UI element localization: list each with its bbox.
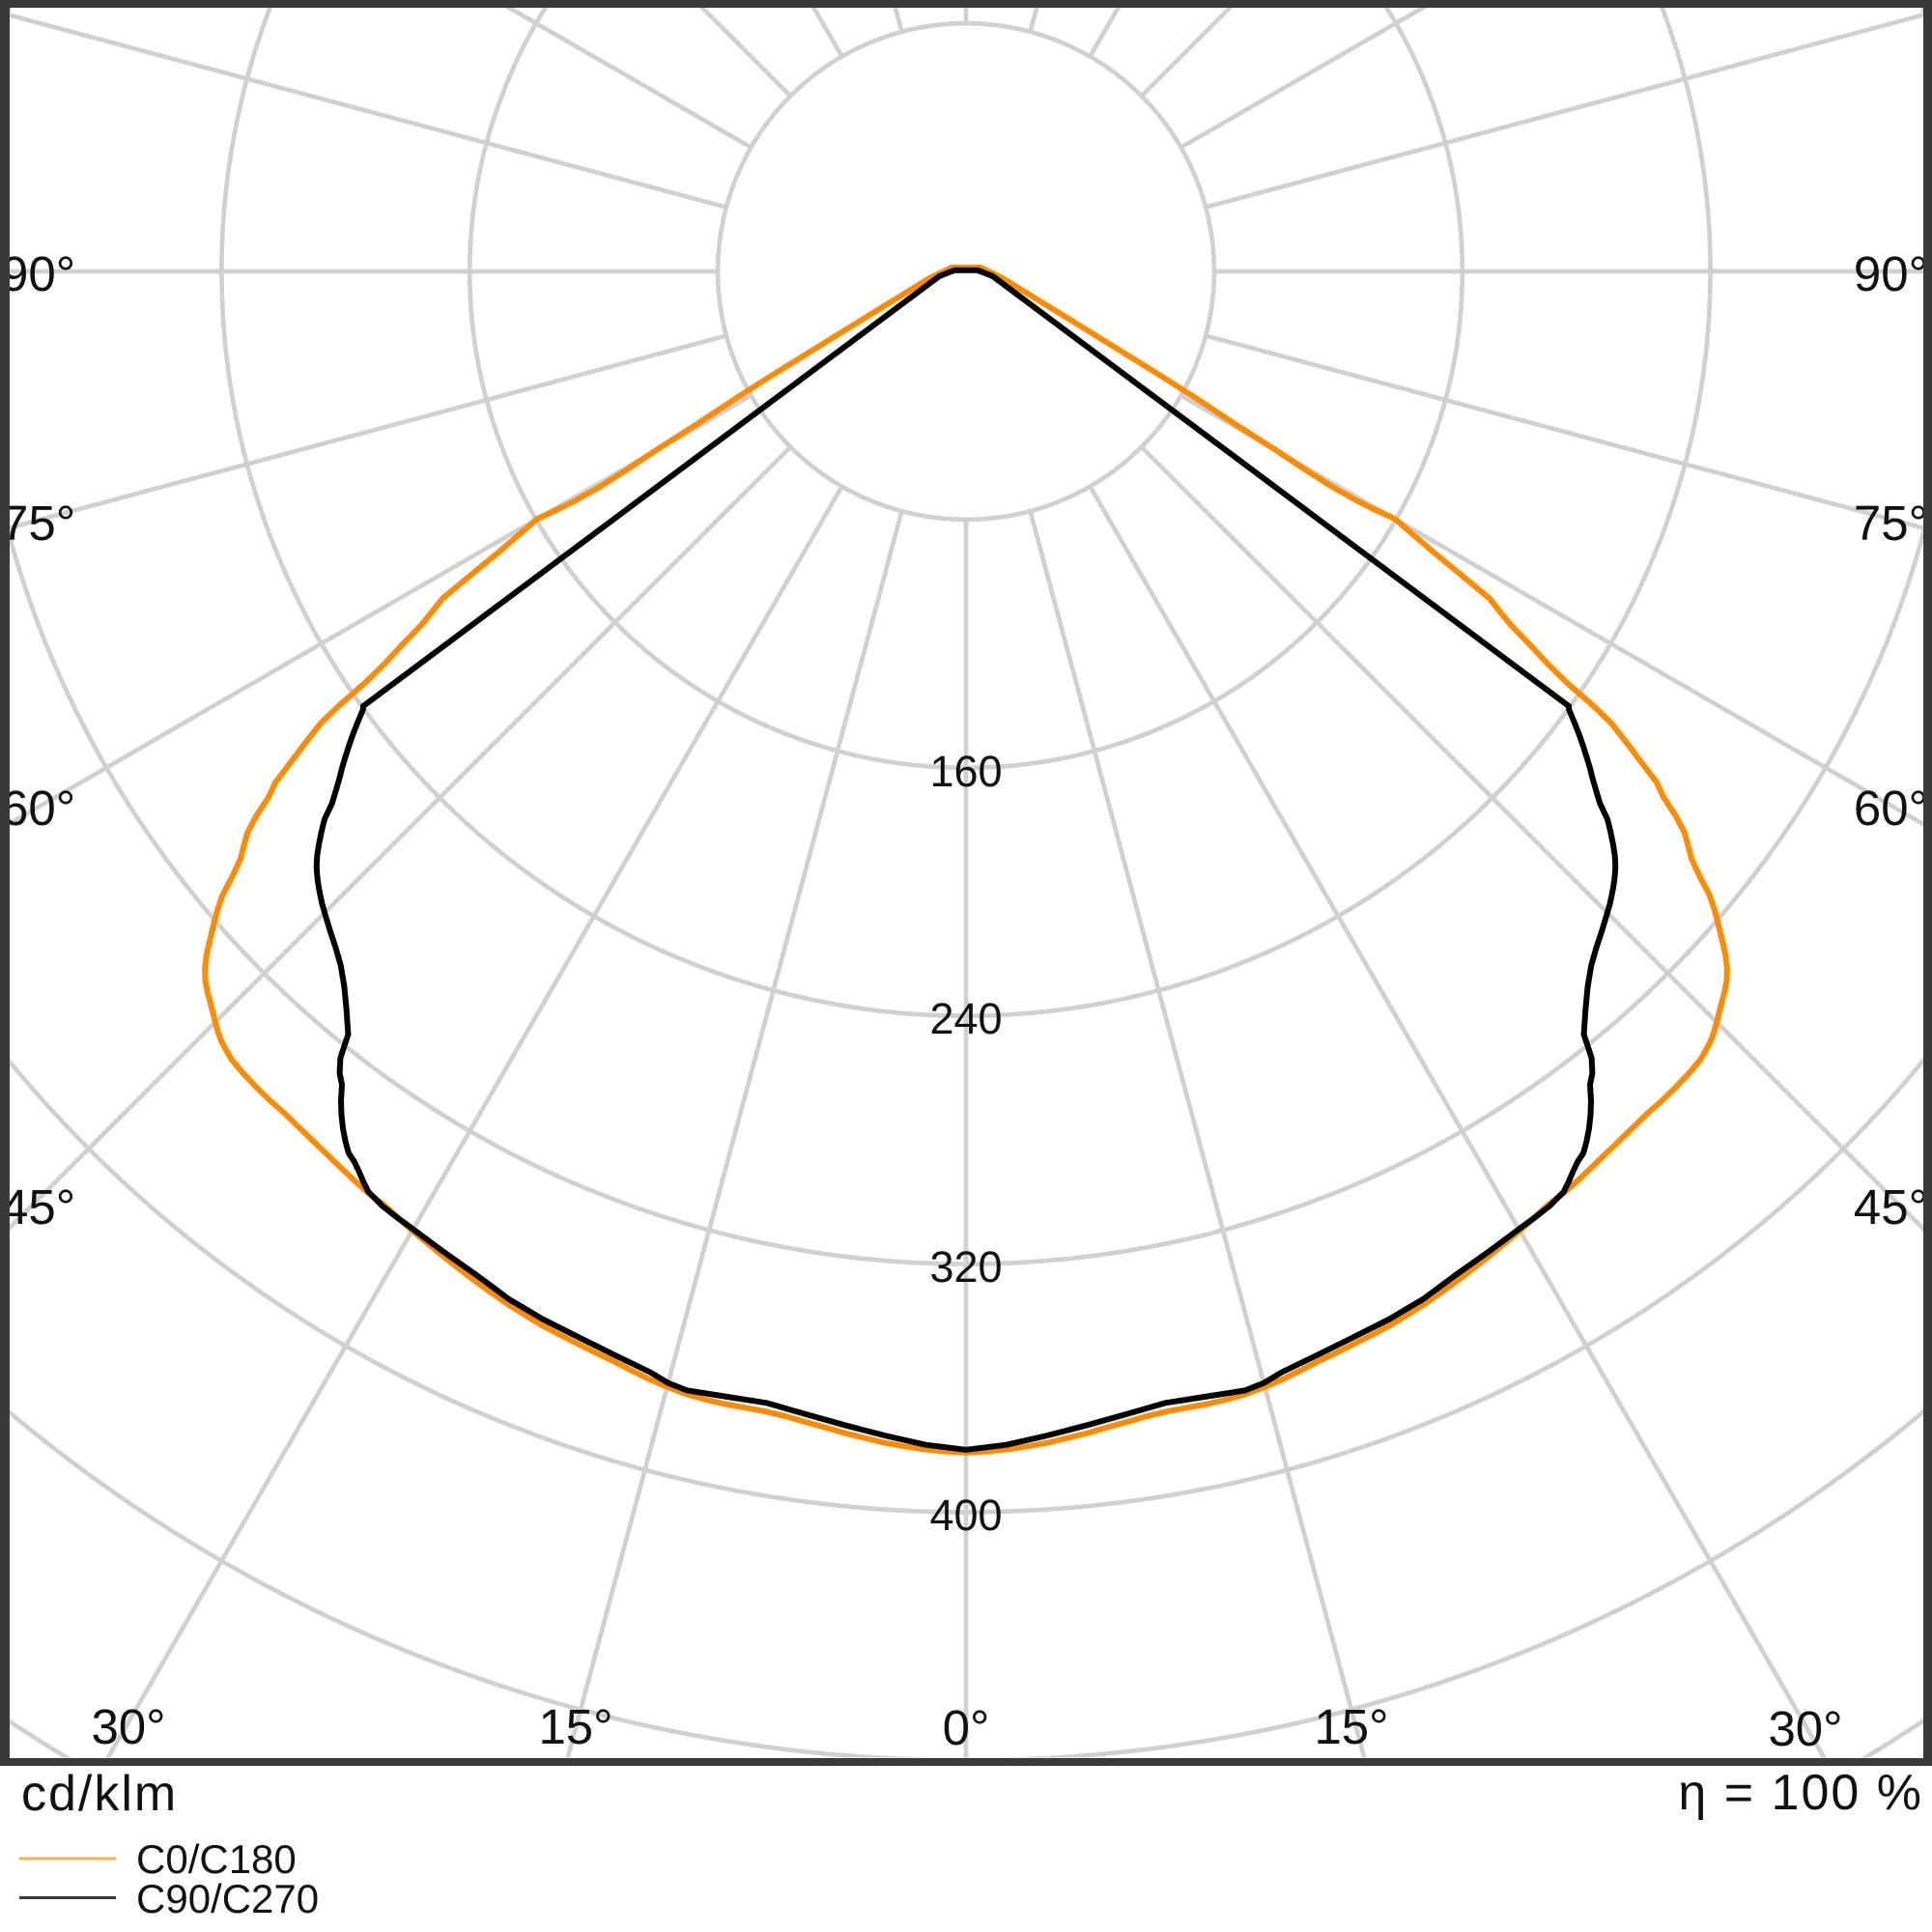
svg-text:15°: 15° bbox=[1314, 1699, 1388, 1754]
svg-text:90°: 90° bbox=[1, 246, 75, 301]
svg-text:160: 160 bbox=[929, 747, 1002, 796]
svg-text:45°: 45° bbox=[1, 1179, 75, 1235]
svg-text:75°: 75° bbox=[1, 496, 75, 551]
svg-text:C0/C180: C0/C180 bbox=[136, 1836, 297, 1882]
svg-text:90°: 90° bbox=[1854, 246, 1928, 301]
svg-text:60°: 60° bbox=[1854, 781, 1928, 836]
svg-text:45°: 45° bbox=[1854, 1179, 1928, 1235]
svg-text:cd/klm: cd/klm bbox=[21, 1766, 178, 1822]
svg-text:240: 240 bbox=[929, 994, 1002, 1043]
svg-text:60°: 60° bbox=[1, 781, 75, 836]
svg-text:0°: 0° bbox=[943, 1700, 990, 1755]
svg-text:η = 100 %: η = 100 % bbox=[1678, 1765, 1923, 1821]
svg-text:75°: 75° bbox=[1854, 496, 1928, 551]
svg-text:15°: 15° bbox=[538, 1699, 612, 1754]
svg-text:320: 320 bbox=[929, 1242, 1002, 1292]
svg-text:C90/C270: C90/C270 bbox=[136, 1876, 319, 1921]
svg-text:30°: 30° bbox=[91, 1699, 165, 1754]
svg-text:30°: 30° bbox=[1768, 1701, 1842, 1756]
svg-text:400: 400 bbox=[929, 1491, 1002, 1540]
